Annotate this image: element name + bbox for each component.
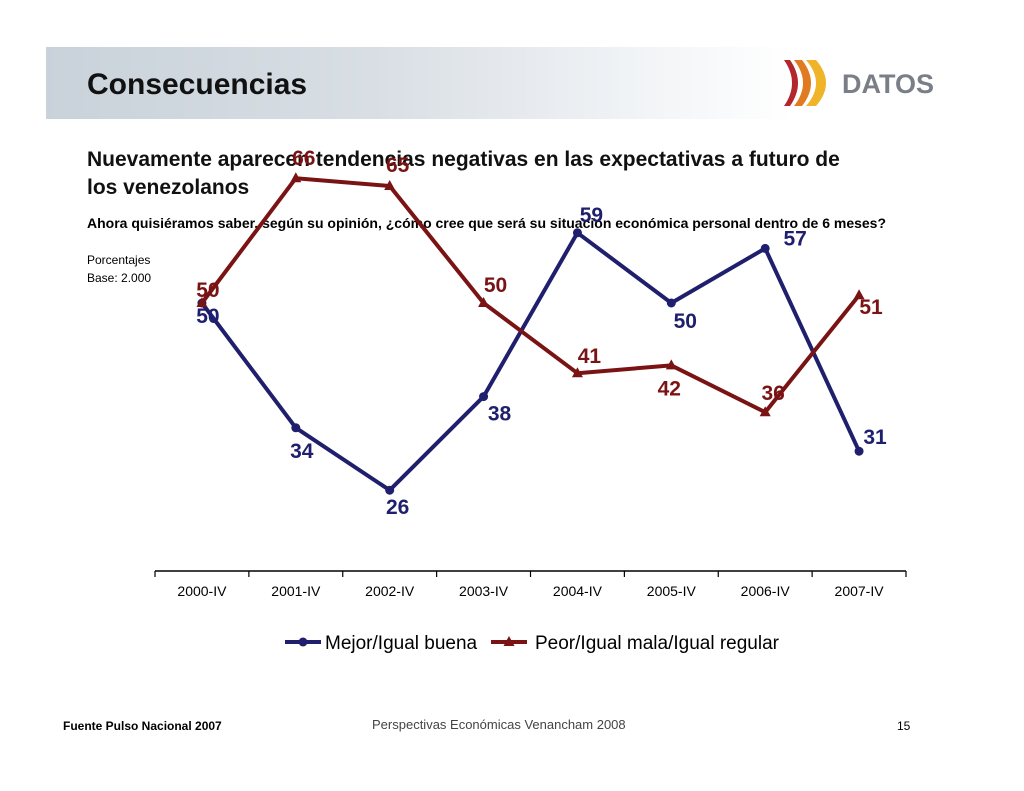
- x-tick-label: 2003-IV: [459, 583, 509, 599]
- x-tick-label: 2006-IV: [741, 583, 791, 599]
- units-note: Porcentajes: [87, 253, 151, 267]
- series-line-mejor: [200, 230, 861, 493]
- data-label: 38: [488, 403, 512, 426]
- data-point-marker: [291, 423, 301, 433]
- logo-text: DATOS: [842, 69, 934, 99]
- data-point-marker: [384, 180, 396, 190]
- x-tick-label: 2000-IV: [177, 583, 227, 599]
- data-point-marker: [385, 485, 395, 495]
- x-tick-label: 2005-IV: [647, 583, 697, 599]
- data-point-marker: [479, 392, 489, 402]
- data-point-marker: [572, 228, 582, 238]
- data-point-marker: [666, 298, 676, 308]
- data-point-marker: [196, 297, 208, 307]
- datos-logo: DATOS: [784, 60, 934, 106]
- data-point-marker: [571, 367, 583, 378]
- data-label: 36: [762, 382, 785, 405]
- data-label: 51: [859, 296, 883, 319]
- logo-mark-yellow: [806, 60, 826, 106]
- data-point-marker: [290, 172, 302, 183]
- series-line-peor: [200, 176, 861, 415]
- data-label: 50: [196, 305, 219, 328]
- x-tick-label: 2007-IV: [835, 583, 885, 599]
- x-tick-label: 2001-IV: [271, 583, 321, 599]
- legend-label: Mejor/Igual buena: [325, 633, 478, 654]
- data-label: 66: [292, 147, 315, 170]
- data-label: 41: [578, 345, 602, 368]
- legend-label: Peor/Igual mala/Igual regular: [535, 633, 780, 654]
- data-point-marker: [478, 297, 490, 307]
- data-label: 50: [196, 279, 219, 302]
- data-label: 57: [784, 227, 807, 250]
- data-point-marker: [854, 446, 864, 456]
- data-label: 50: [674, 310, 697, 333]
- footer-center-text: Perspectivas Económicas Venancham 2008: [372, 717, 626, 732]
- page-number: 15: [897, 719, 911, 733]
- x-tick-label: 2004-IV: [553, 583, 603, 599]
- legend-swatch-marker: [503, 636, 515, 646]
- data-point-marker: [760, 243, 770, 253]
- page-title: Consecuencias: [87, 68, 308, 101]
- data-label: 50: [484, 274, 507, 297]
- footer-source: Fuente Pulso Nacional 2007: [63, 719, 222, 733]
- data-point-marker: [665, 359, 677, 370]
- data-label: 26: [386, 496, 409, 519]
- x-tick-label: 2002-IV: [365, 583, 415, 599]
- data-label: 59: [580, 204, 603, 227]
- logo-mark-orange: [794, 60, 811, 106]
- legend-swatch-marker: [298, 637, 308, 647]
- headline: Nuevamente aparecen tendencias negativas…: [87, 148, 840, 199]
- survey-question: Ahora quisiéramos saber, según su opinió…: [87, 215, 887, 231]
- logo-mark-red: [784, 60, 798, 106]
- data-point-marker: [759, 406, 771, 417]
- data-point-marker: [853, 289, 865, 300]
- data-label: 42: [658, 377, 681, 400]
- base-note: Base: 2.000: [87, 271, 152, 285]
- data-label: 31: [863, 426, 887, 449]
- data-label: 34: [290, 440, 314, 463]
- data-label: 65: [386, 154, 410, 177]
